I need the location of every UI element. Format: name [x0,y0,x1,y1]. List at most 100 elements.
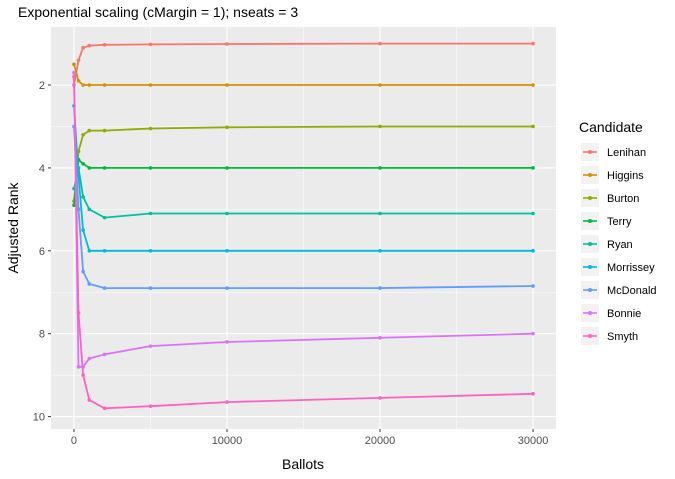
legend-label: Higgins [607,170,644,182]
data-point-ryan [148,211,153,216]
data-point-mcdonald [531,284,535,288]
data-point-bonnie [76,365,81,369]
data-point-mcdonald [87,282,92,286]
data-point-higgins [378,83,382,87]
data-point-morrissey [531,248,535,253]
data-point-terry [225,166,229,170]
data-point-smyth [225,400,229,404]
data-point-burton [87,128,92,133]
data-point-ryan [531,211,535,216]
data-point-terry [148,166,153,170]
data-point-lenihan [531,41,535,46]
legend-key-point [588,173,592,177]
data-point-bonnie [72,70,76,75]
legend-key-point [588,196,592,200]
data-point-burton [225,125,229,130]
x-tick-label: 10000 [212,435,243,447]
legend-label: Terry [607,216,632,228]
data-point-morrissey [148,248,153,253]
data-point-ryan [102,215,107,220]
data-point-higgins [72,62,76,67]
x-tick-label: 20000 [365,435,396,447]
y-tick-label: 4 [39,163,45,175]
data-point-lenihan [87,43,92,48]
data-point-lenihan [81,45,85,50]
data-point-terry [531,166,535,170]
legend-item-mcdonald: McDonald [581,281,657,299]
legend-item-ryan: Ryan [581,235,633,253]
data-point-mcdonald [378,286,382,290]
data-point-terry [102,166,107,170]
legend-key-point [588,242,592,246]
legend-label: Smyth [607,331,638,343]
data-point-burton [148,126,153,131]
data-point-higgins [531,83,535,87]
data-point-ryan [87,207,92,212]
legend-label: Bonnie [607,308,641,320]
data-point-higgins [76,79,81,83]
data-point-terry [87,166,92,170]
data-point-higgins [225,83,229,87]
data-point-morrissey [87,248,92,253]
y-tick-label: 2 [39,80,45,92]
legend-item-higgins: Higgins [581,166,644,184]
data-point-higgins [148,83,153,87]
series-lenihan [72,41,535,87]
legend-key-point [588,265,592,269]
data-point-higgins [102,83,107,87]
legend-key-point [588,150,592,154]
series-ryan [72,166,535,220]
data-point-lenihan [102,43,107,47]
data-point-burton [102,128,107,133]
legend-items: Lenihan Higgins Burton Terry Ryan Morrissey Mc… [581,143,657,345]
data-point-lenihan [148,42,153,47]
data-point-terry [72,203,76,208]
data-point-smyth [87,398,92,402]
legend: Candidate Lenihan Higgins Burton Terry Ryan M… [579,119,657,345]
data-point-lenihan [76,58,81,62]
x-tick-label: 0 [71,435,77,447]
data-point-smyth [531,391,535,396]
data-point-morrissey [378,248,382,253]
data-point-bonnie [378,336,382,340]
data-point-higgins [81,83,85,87]
series-burton [72,124,535,203]
axes: 0 10000 20000 30000 2 4 6 8 10 [33,80,549,447]
y-tick-label: 10 [33,412,45,424]
data-point-smyth [72,74,76,79]
data-point-mcdonald [148,286,153,290]
legend-label: McDonald [607,285,657,297]
series-lines [72,41,535,411]
y-axis-title: Adjusted Rank [5,181,21,273]
series-smyth [72,74,535,411]
data-point-morrissey [81,228,85,232]
data-point-lenihan [225,42,229,46]
data-point-ryan [378,211,382,216]
legend-item-terry: Terry [581,212,632,230]
data-point-smyth [102,406,107,411]
data-point-bonnie [148,344,153,348]
x-tick-label: 30000 [518,435,549,447]
data-point-bonnie [87,356,92,361]
legend-item-bonnie: Bonnie [581,304,641,322]
data-point-mcdonald [225,286,229,290]
data-point-terry [378,166,382,170]
legend-label: Ryan [607,239,633,251]
legend-label: Burton [607,193,639,205]
legend-key-point [588,288,592,292]
data-point-smyth [76,311,81,315]
data-point-ryan [72,186,76,191]
data-point-ryan [225,211,229,216]
legend-item-lenihan: Lenihan [581,143,646,161]
legend-label: Morrissey [607,262,655,274]
data-point-mcdonald [81,269,85,274]
legend-label: Lenihan [607,147,646,159]
data-point-morrissey [225,248,229,253]
legend-key-point [588,219,592,223]
data-point-morrissey [102,248,107,253]
legend-key-point [588,334,592,338]
data-point-burton [81,132,85,137]
series-bonnie [72,70,535,369]
data-point-ryan [81,195,85,199]
